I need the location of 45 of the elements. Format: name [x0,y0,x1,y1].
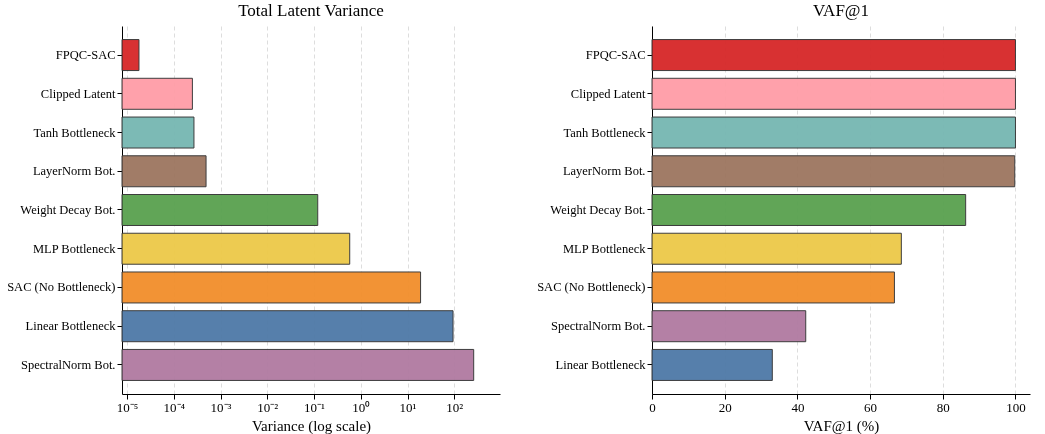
bar [651,194,967,226]
x-tick-label: 40 [791,399,805,415]
y-tick-label: SpectralNorm Bot. [551,319,646,334]
y-tick-label: SAC (No Bottleneck) [537,280,646,295]
x-tick-label: 10⁻³ [210,399,232,415]
y-tick-label: LayerNorm Bot. [32,164,116,179]
x-tick-label: 10⁰ [352,399,371,415]
bar [651,348,773,381]
y-tick-label: LayerNorm Bot. [562,164,646,179]
y-tick-label: SpectralNorm Bot. [21,357,116,372]
y-tick-label: Linear Bottleneck [555,357,647,372]
y-tick-label: Weight Decay Bot. [20,203,116,217]
bar [651,116,1016,149]
x-tick-label: 10⁻⁵ [116,399,139,415]
chart-title: Total Latent Variance [238,1,384,20]
x-tick-label: 20 [718,399,732,415]
y-tick-label: MLP Bottleneck [32,241,117,256]
x-tick-label: 10⁻⁴ [163,399,186,415]
x-axis-title: Variance (log scale) [251,417,372,434]
bar [651,232,902,265]
bar [651,310,807,343]
x-tick-label: 0 [649,399,656,415]
x-tick-label: 80 [936,399,950,415]
y-tick-label: Linear Bottleneck [25,319,117,334]
y-tick-label: FPQC-SAC [585,48,646,63]
y-tick-label: MLP Bottleneck [562,241,647,256]
y-tick-label: Weight Decay Bot. [550,203,646,217]
bar [651,155,1016,188]
y-tick-label: SAC (No Bottleneck) [7,280,116,295]
x-axis-title: VAF@1 (%) [803,417,880,434]
x-tick-label: 60 [864,399,878,415]
y-tick-label: Tanh Bottleneck [33,125,117,140]
chart-title: VAF@1 [813,1,869,20]
y-tick-label: Clipped Latent [40,86,117,101]
x-tick-label: 10⁻² [257,399,279,415]
bar [651,271,895,304]
x-tick-label: 10¹ [399,399,417,415]
bar [651,77,1016,110]
y-tick-label: Clipped Latent [570,86,647,101]
y-tick-label: Tanh Bottleneck [563,125,647,140]
y-tick-label: FPQC-SAC [55,48,116,63]
x-tick-label: 10⁻¹ [304,399,326,415]
x-tick-label: 100 [1006,399,1026,415]
x-tick-label: 10² [446,399,464,415]
bar [651,39,1016,72]
